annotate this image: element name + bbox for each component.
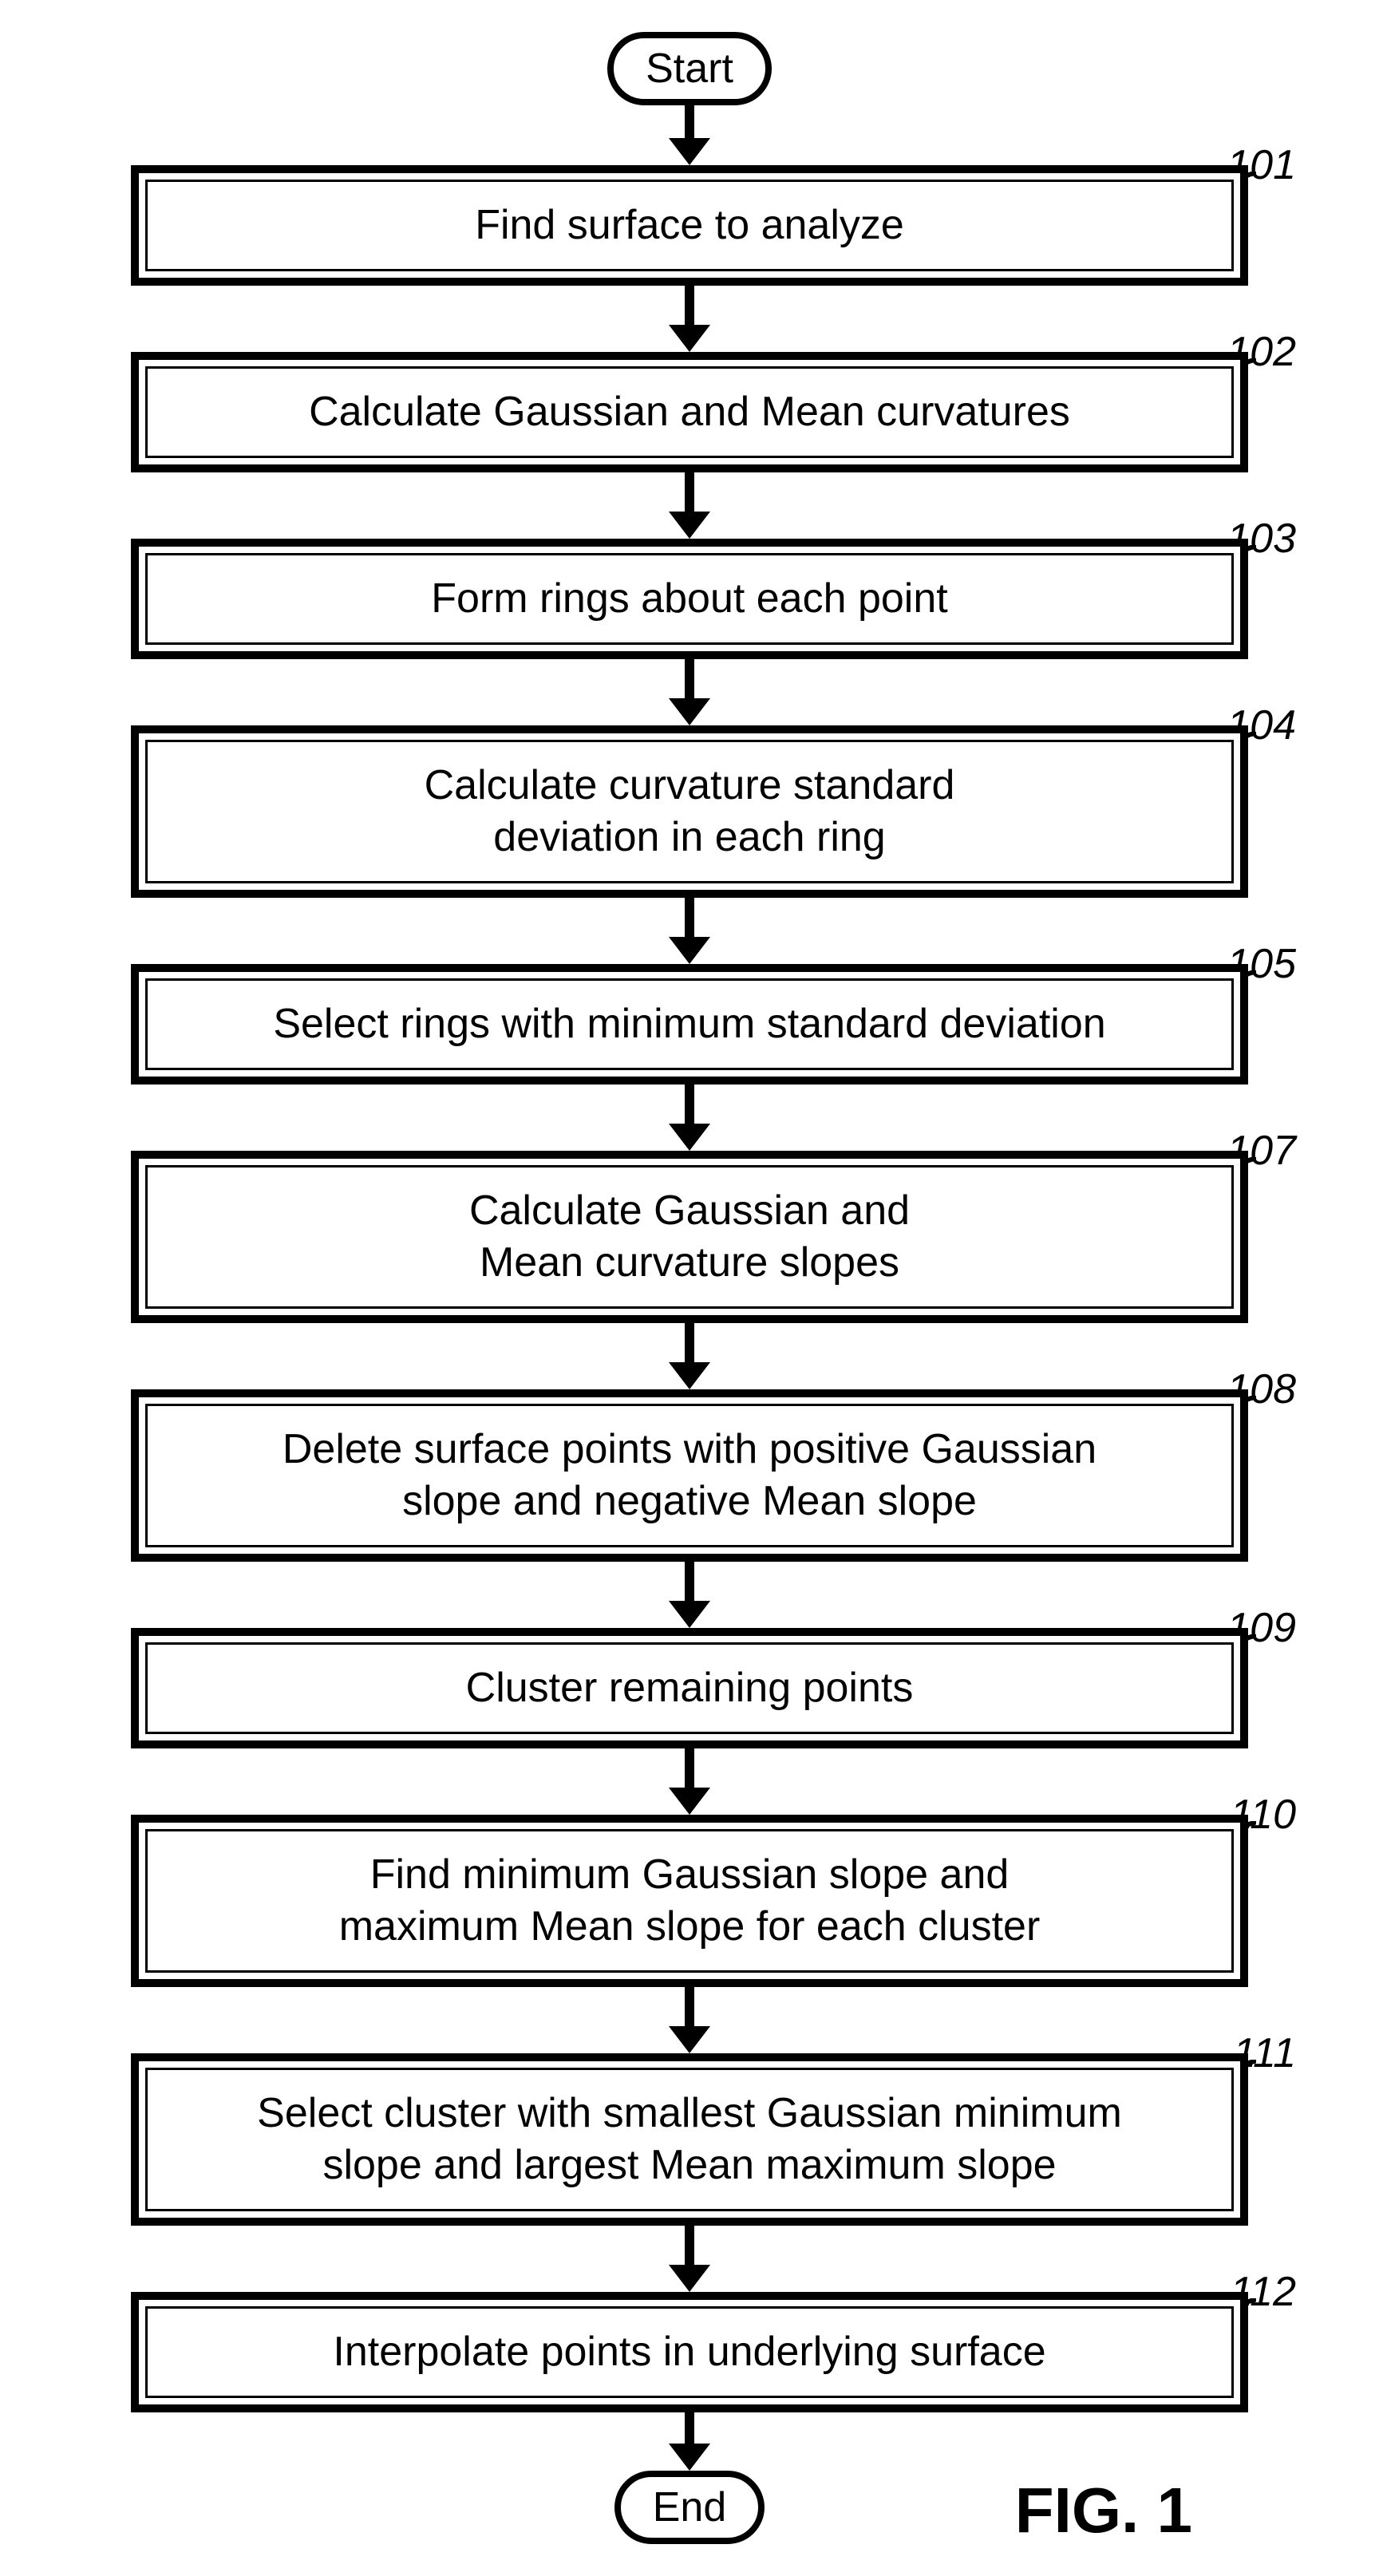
- arrow: [669, 2412, 710, 2471]
- end-label: End: [653, 2484, 727, 2531]
- arrow-head-icon: [669, 1788, 710, 1815]
- step-text: Calculate curvature standarddeviation in…: [145, 740, 1234, 883]
- step-text: Calculate Gaussian andMean curvature slo…: [145, 1165, 1234, 1309]
- end-row: End FIG. 1: [99, 2471, 1280, 2544]
- arrow: [669, 1085, 710, 1151]
- arrow-shaft: [685, 1562, 694, 1602]
- step-wrap: 102Calculate Gaussian and Mean curvature…: [99, 352, 1280, 472]
- step-wrap: 103Form rings about each point: [99, 539, 1280, 659]
- arrow-shaft: [685, 1748, 694, 1788]
- step-box: Find surface to analyze: [131, 165, 1248, 286]
- arrow: [669, 1562, 710, 1628]
- step-text: Interpolate points in underlying surface: [145, 2306, 1234, 2398]
- arrow-shaft: [685, 2226, 694, 2266]
- arrow-head-icon: [669, 2444, 710, 2471]
- step-box: Select rings with minimum standard devia…: [131, 964, 1248, 1085]
- arrow-shaft: [685, 1987, 694, 2027]
- step-text: Cluster remaining points: [145, 1642, 1234, 1734]
- step-text: Find minimum Gaussian slope andmaximum M…: [145, 1829, 1234, 1973]
- step-box: Calculate curvature standarddeviation in…: [131, 725, 1248, 898]
- step-wrap: 107Calculate Gaussian andMean curvature …: [99, 1151, 1280, 1323]
- arrow: [669, 1323, 710, 1389]
- arrow-head-icon: [669, 2026, 710, 2053]
- arrow-head-icon: [669, 1362, 710, 1389]
- step-wrap: 101Find surface to analyze: [99, 165, 1280, 286]
- step-wrap: 111Select cluster with smallest Gaussian…: [99, 2053, 1280, 2226]
- arrow: [669, 1748, 710, 1815]
- step-box: Delete surface points with positive Gaus…: [131, 1389, 1248, 1562]
- start-label: Start: [646, 45, 733, 92]
- arrow-head-icon: [669, 325, 710, 352]
- step-text: Select rings with minimum standard devia…: [145, 978, 1234, 1070]
- step-box: Form rings about each point: [131, 539, 1248, 659]
- arrow-head-icon: [669, 138, 710, 165]
- arrow-head-icon: [669, 937, 710, 964]
- step-text: Delete surface points with positive Gaus…: [145, 1404, 1234, 1547]
- arrow-shaft: [685, 286, 694, 326]
- arrow: [669, 286, 710, 352]
- step-text: Find surface to analyze: [145, 180, 1234, 271]
- end-terminal: End: [614, 2471, 765, 2544]
- step-text: Calculate Gaussian and Mean curvatures: [145, 366, 1234, 458]
- arrow-head-icon: [669, 512, 710, 539]
- step-box: Cluster remaining points: [131, 1628, 1248, 1748]
- step-wrap: 109Cluster remaining points: [99, 1628, 1280, 1748]
- figure-label: FIG. 1: [1015, 2474, 1192, 2547]
- step-wrap: 108Delete surface points with positive G…: [99, 1389, 1280, 1562]
- step-text: Select cluster with smallest Gaussian mi…: [145, 2068, 1234, 2211]
- arrow-head-icon: [669, 1601, 710, 1628]
- arrow: [669, 472, 710, 539]
- arrow-head-icon: [669, 2265, 710, 2292]
- arrow: [669, 659, 710, 725]
- arrow-shaft: [685, 1323, 694, 1363]
- arrow-shaft: [685, 659, 694, 699]
- step-wrap: 104Calculate curvature standarddeviation…: [99, 725, 1280, 898]
- step-box: Select cluster with smallest Gaussian mi…: [131, 2053, 1248, 2226]
- step-text: Form rings about each point: [145, 553, 1234, 645]
- arrow: [669, 105, 710, 165]
- arrow-head-icon: [669, 698, 710, 725]
- step-box: Interpolate points in underlying surface: [131, 2292, 1248, 2412]
- step-box: Calculate Gaussian andMean curvature slo…: [131, 1151, 1248, 1323]
- arrow: [669, 898, 710, 964]
- arrow-shaft: [685, 898, 694, 938]
- arrow-shaft: [685, 472, 694, 512]
- arrow: [669, 1987, 710, 2053]
- step-box: Find minimum Gaussian slope andmaximum M…: [131, 1815, 1248, 1987]
- arrow-shaft: [685, 105, 694, 139]
- start-terminal: Start: [607, 32, 772, 105]
- flowchart-container: Start 101Find surface to analyze 102Calcu…: [0, 32, 1379, 2544]
- arrow-head-icon: [669, 1124, 710, 1151]
- arrow-shaft: [685, 1085, 694, 1124]
- arrow: [669, 2226, 710, 2292]
- step-wrap: 112Interpolate points in underlying surf…: [99, 2292, 1280, 2412]
- arrow-shaft: [685, 2412, 694, 2444]
- step-wrap: 110Find minimum Gaussian slope andmaximu…: [99, 1815, 1280, 1987]
- step-wrap: 105Select rings with minimum standard de…: [99, 964, 1280, 1085]
- step-box: Calculate Gaussian and Mean curvatures: [131, 352, 1248, 472]
